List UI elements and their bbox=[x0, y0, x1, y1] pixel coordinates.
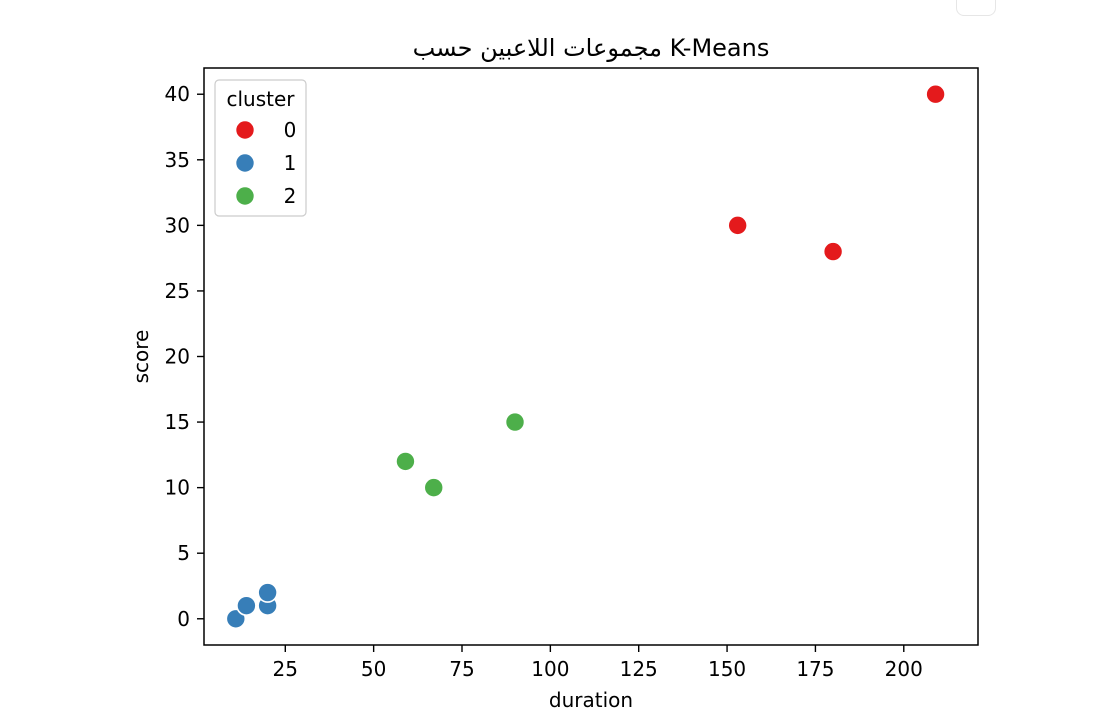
x-tick-label: 25 bbox=[273, 657, 298, 681]
data-point-cluster-2 bbox=[395, 451, 416, 472]
y-tick-label: 0 bbox=[177, 607, 190, 631]
x-tick-label: 175 bbox=[796, 657, 834, 681]
y-tick-label: 35 bbox=[165, 148, 190, 172]
y-tick-label: 10 bbox=[165, 476, 190, 500]
y-tick-label: 15 bbox=[165, 410, 190, 434]
x-tick-label: 50 bbox=[361, 657, 386, 681]
data-point-cluster-1 bbox=[257, 582, 278, 603]
data-point-cluster-0 bbox=[822, 241, 844, 262]
legend-marker-2 bbox=[234, 185, 256, 207]
y-tick-label: 25 bbox=[165, 279, 190, 303]
legend-box bbox=[214, 79, 307, 217]
legend-label: 1 bbox=[284, 151, 297, 175]
legend-label: 2 bbox=[284, 184, 297, 208]
x-tick-label: 100 bbox=[531, 657, 569, 681]
x-tick-label: 150 bbox=[708, 657, 746, 681]
y-axis-label: score bbox=[129, 330, 153, 384]
legend-marker-0 bbox=[234, 119, 256, 141]
corner-button[interactable] bbox=[956, 0, 996, 16]
x-tick-label: 75 bbox=[449, 657, 474, 681]
y-tick-label: 20 bbox=[165, 345, 190, 369]
data-point-cluster-1 bbox=[236, 595, 257, 616]
data-point-cluster-2 bbox=[423, 477, 445, 498]
legend-title: cluster bbox=[226, 87, 295, 111]
x-axis-label: duration bbox=[549, 688, 633, 712]
x-tick-label: 200 bbox=[885, 657, 923, 681]
y-tick-label: 40 bbox=[165, 82, 190, 106]
plot-frame bbox=[203, 67, 979, 646]
x-tick-label: 125 bbox=[620, 657, 658, 681]
legend-label: 0 bbox=[284, 118, 297, 142]
y-tick-label: 5 bbox=[177, 541, 190, 565]
data-point-cluster-0 bbox=[727, 215, 748, 236]
data-point-cluster-0 bbox=[925, 83, 946, 105]
data-point-cluster-2 bbox=[504, 411, 526, 433]
legend-marker-1 bbox=[234, 152, 256, 174]
y-tick-label: 30 bbox=[165, 213, 190, 237]
chart-title: مجموعات اللاعبين حسب K-Means bbox=[413, 34, 770, 62]
